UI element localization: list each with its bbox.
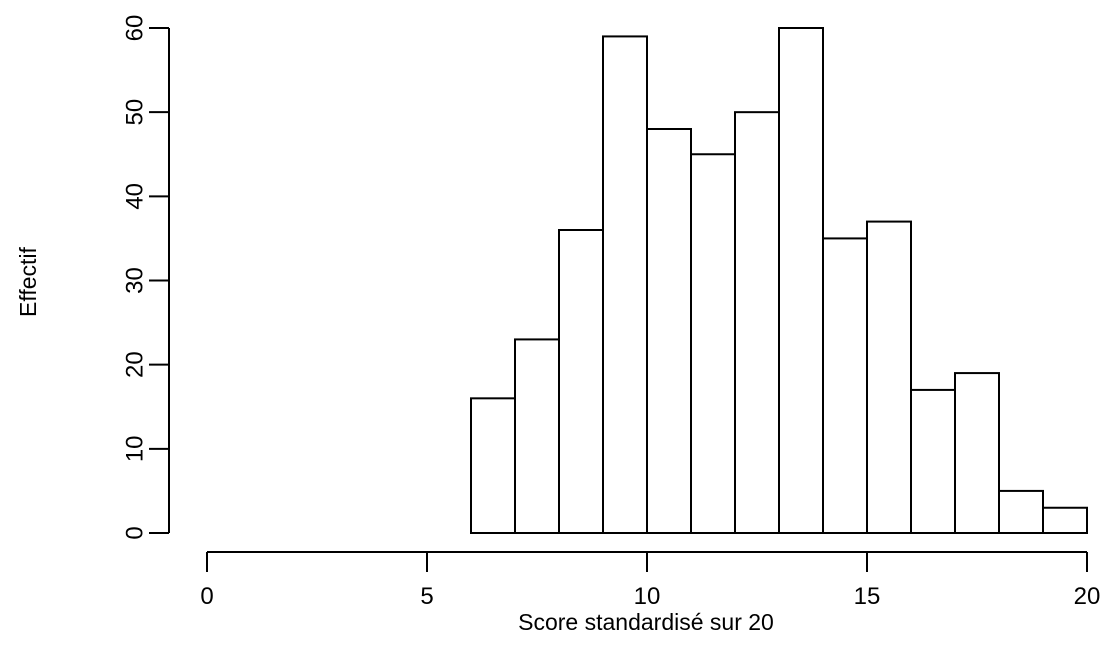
histogram-bar-18-19: [998, 489, 1044, 534]
y-tick-label-50: 50: [122, 99, 149, 126]
histogram-bar-16-17: [910, 388, 956, 534]
histogram-bar-15-16: [866, 220, 912, 534]
histogram-bar-12-13: [734, 111, 780, 535]
x-tick-label-20: 20: [1074, 583, 1101, 610]
histogram-bar-17-18: [954, 372, 1000, 535]
histogram-bar-19-20: [1042, 506, 1088, 534]
histogram-bar-13-14: [778, 27, 824, 534]
histogram-bars: [470, 27, 1088, 535]
histogram-bar-10-11: [646, 128, 692, 534]
x-tick-label-5: 5: [420, 583, 433, 610]
histogram-bar-9-10: [602, 35, 648, 535]
histogram-bar-11-12: [690, 153, 736, 534]
x-tick-label-0: 0: [200, 583, 213, 610]
x-tick-label-10: 10: [634, 583, 661, 610]
y-tick-label-0: 0: [122, 526, 149, 539]
histogram-bar-8-9: [558, 229, 604, 534]
y-axis: 0 10 20 30 40 50 60: [122, 15, 170, 540]
y-tick-label-40: 40: [122, 183, 149, 210]
y-tick-label-30: 30: [122, 267, 149, 294]
y-tick-label-60: 60: [122, 15, 149, 42]
x-axis: 0 5 10 15 20: [200, 551, 1101, 610]
histogram-bar-6-7: [470, 397, 516, 535]
y-tick-label-20: 20: [122, 351, 149, 378]
x-axis-label: Score standardisé sur 20: [518, 609, 774, 635]
histogram-bar-7-8: [514, 338, 560, 534]
y-tick-label-10: 10: [122, 435, 149, 462]
x-tick-label-15: 15: [854, 583, 881, 610]
histogram-bar-14-15: [822, 237, 868, 535]
y-axis-label: Effectif: [15, 246, 41, 316]
